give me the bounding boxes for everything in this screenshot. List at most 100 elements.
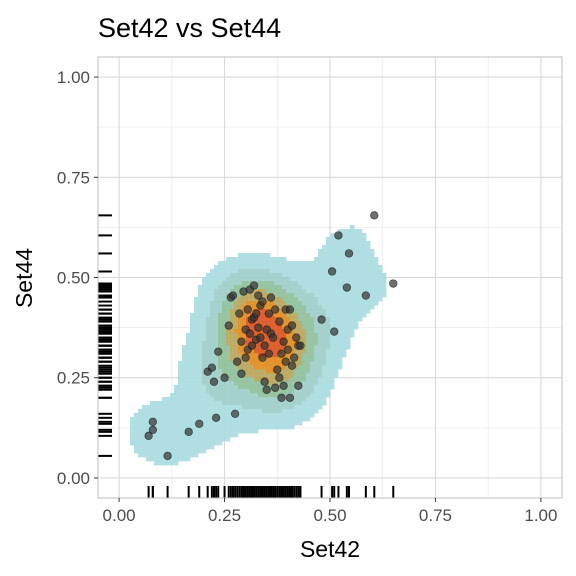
density-cell <box>326 341 330 345</box>
density-cell <box>338 281 342 285</box>
density-cell <box>266 425 270 429</box>
density-cell <box>350 305 354 309</box>
density-cell <box>282 269 286 273</box>
density-cell <box>206 337 210 341</box>
density-cell <box>230 337 234 341</box>
density-cell <box>234 389 238 393</box>
density-cell <box>338 325 342 329</box>
density-cell <box>258 425 262 429</box>
density-cell <box>230 285 234 289</box>
density-cell <box>210 353 214 357</box>
density-cell <box>302 369 306 373</box>
density-cell <box>226 261 230 265</box>
density-cell <box>278 269 282 273</box>
density-cell <box>302 333 306 337</box>
density-cell <box>178 437 182 441</box>
density-cell <box>342 313 346 317</box>
density-cell <box>314 281 318 285</box>
density-cell <box>374 257 378 261</box>
density-cell <box>366 309 370 313</box>
density-cell <box>294 373 298 377</box>
density-cell <box>162 409 166 413</box>
density-cell <box>278 417 282 421</box>
density-cell <box>182 417 186 421</box>
density-cell <box>298 361 302 365</box>
density-cell <box>294 413 298 417</box>
density-cell <box>214 265 218 269</box>
density-cell <box>318 257 322 261</box>
density-cell <box>182 345 186 349</box>
density-cell <box>214 429 218 433</box>
density-cell <box>234 317 238 321</box>
density-cell <box>150 453 154 457</box>
density-cell <box>310 377 314 381</box>
density-cell <box>218 289 222 293</box>
density-cell <box>210 437 214 441</box>
density-cell <box>334 321 338 325</box>
density-cell <box>218 293 222 297</box>
density-cell <box>322 385 326 389</box>
density-cell <box>322 329 326 333</box>
density-cell <box>234 277 238 281</box>
density-cell <box>270 317 274 321</box>
density-cell <box>266 365 270 369</box>
density-cell <box>210 349 214 353</box>
density-cell <box>218 365 222 369</box>
density-cell <box>286 297 290 301</box>
density-cell <box>346 241 350 245</box>
density-cell <box>242 297 246 301</box>
density-cell <box>318 273 322 277</box>
density-cell <box>214 337 218 341</box>
density-cell <box>326 381 330 385</box>
density-cell <box>270 421 274 425</box>
density-cell <box>334 285 338 289</box>
density-cell <box>318 253 322 257</box>
density-cell <box>242 413 246 417</box>
density-cell <box>306 301 310 305</box>
data-point <box>229 292 237 300</box>
density-cell <box>226 309 230 313</box>
density-cell <box>194 437 198 441</box>
density-cell <box>302 401 306 405</box>
density-cell <box>174 401 178 405</box>
density-cell <box>246 269 250 273</box>
density-cell <box>298 293 302 297</box>
density-cell <box>270 361 274 365</box>
density-cell <box>182 361 186 365</box>
density-cell <box>322 301 326 305</box>
density-cell <box>214 281 218 285</box>
density-cell <box>194 353 198 357</box>
density-cell <box>306 309 310 313</box>
density-cell <box>202 401 206 405</box>
density-cell <box>222 317 226 321</box>
density-cell <box>142 425 146 429</box>
density-cell <box>366 265 370 269</box>
density-cell <box>154 437 158 441</box>
density-cell <box>286 405 290 409</box>
density-cell <box>282 297 286 301</box>
density-cell <box>330 341 334 345</box>
density-cell <box>262 425 266 429</box>
density-cell <box>154 409 158 413</box>
density-cell <box>206 433 210 437</box>
density-cell <box>194 313 198 317</box>
density-cell <box>322 309 326 313</box>
density-cell <box>186 445 190 449</box>
density-cell <box>226 349 230 353</box>
density-cell <box>322 373 326 377</box>
density-cell <box>234 329 238 333</box>
density-cell <box>186 341 190 345</box>
density-cell <box>290 261 294 265</box>
density-cell <box>226 277 230 281</box>
density-cell <box>278 285 282 289</box>
density-cell <box>182 449 186 453</box>
density-cell <box>306 293 310 297</box>
density-cell <box>186 389 190 393</box>
density-cell <box>254 381 258 385</box>
density-cell <box>294 297 298 301</box>
density-cell <box>238 405 242 409</box>
density-cell <box>274 401 278 405</box>
density-cell <box>290 425 294 429</box>
density-cell <box>262 409 266 413</box>
density-cell <box>298 401 302 405</box>
